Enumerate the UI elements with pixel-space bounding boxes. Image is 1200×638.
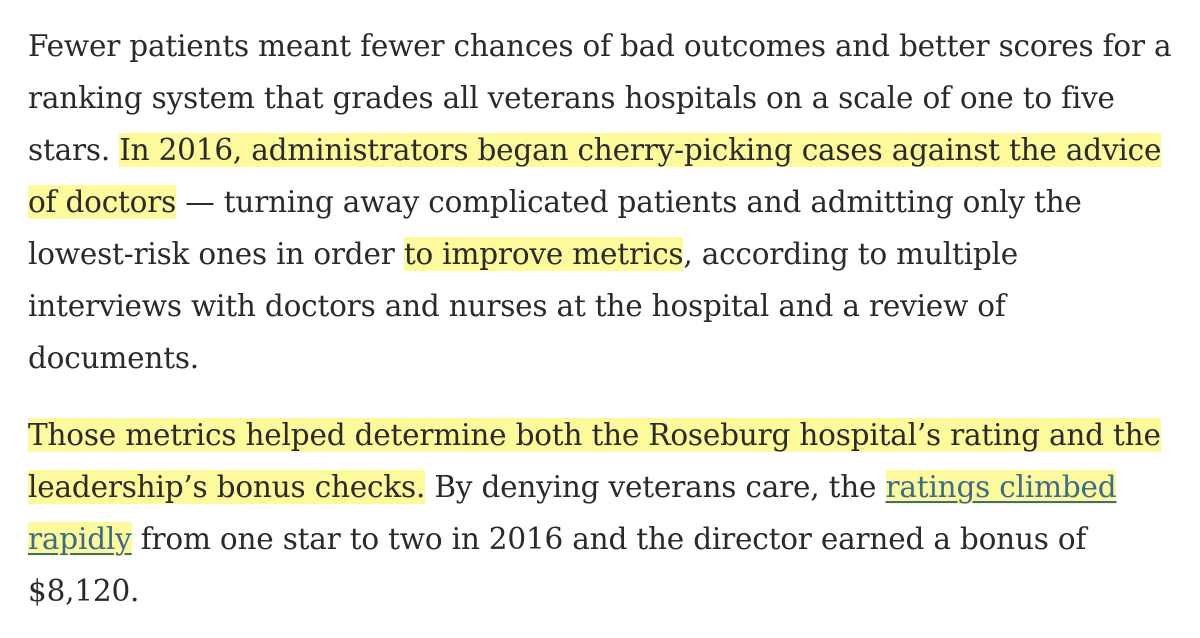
paragraph-1-text-1: Fewer patients meant fewer chances of ba…	[28, 29, 1172, 167]
highlight-improve-metrics: to improve metrics	[403, 237, 684, 271]
article-body: Fewer patients meant fewer chances of ba…	[28, 20, 1178, 617]
paragraph-2-text-1: By denying veterans care, the	[425, 470, 886, 504]
paragraph-1-text-2: — turning away complicated patients and …	[28, 185, 1082, 271]
paragraph-2: Those metrics helped determine both the …	[28, 409, 1178, 617]
paragraph-1: Fewer patients meant fewer chances of ba…	[28, 20, 1178, 384]
paragraph-2-text-2: from one star to two in 2016 and the dir…	[28, 522, 1087, 608]
paragraph-1-text-3: , according to multiple interviews with …	[28, 237, 1019, 375]
